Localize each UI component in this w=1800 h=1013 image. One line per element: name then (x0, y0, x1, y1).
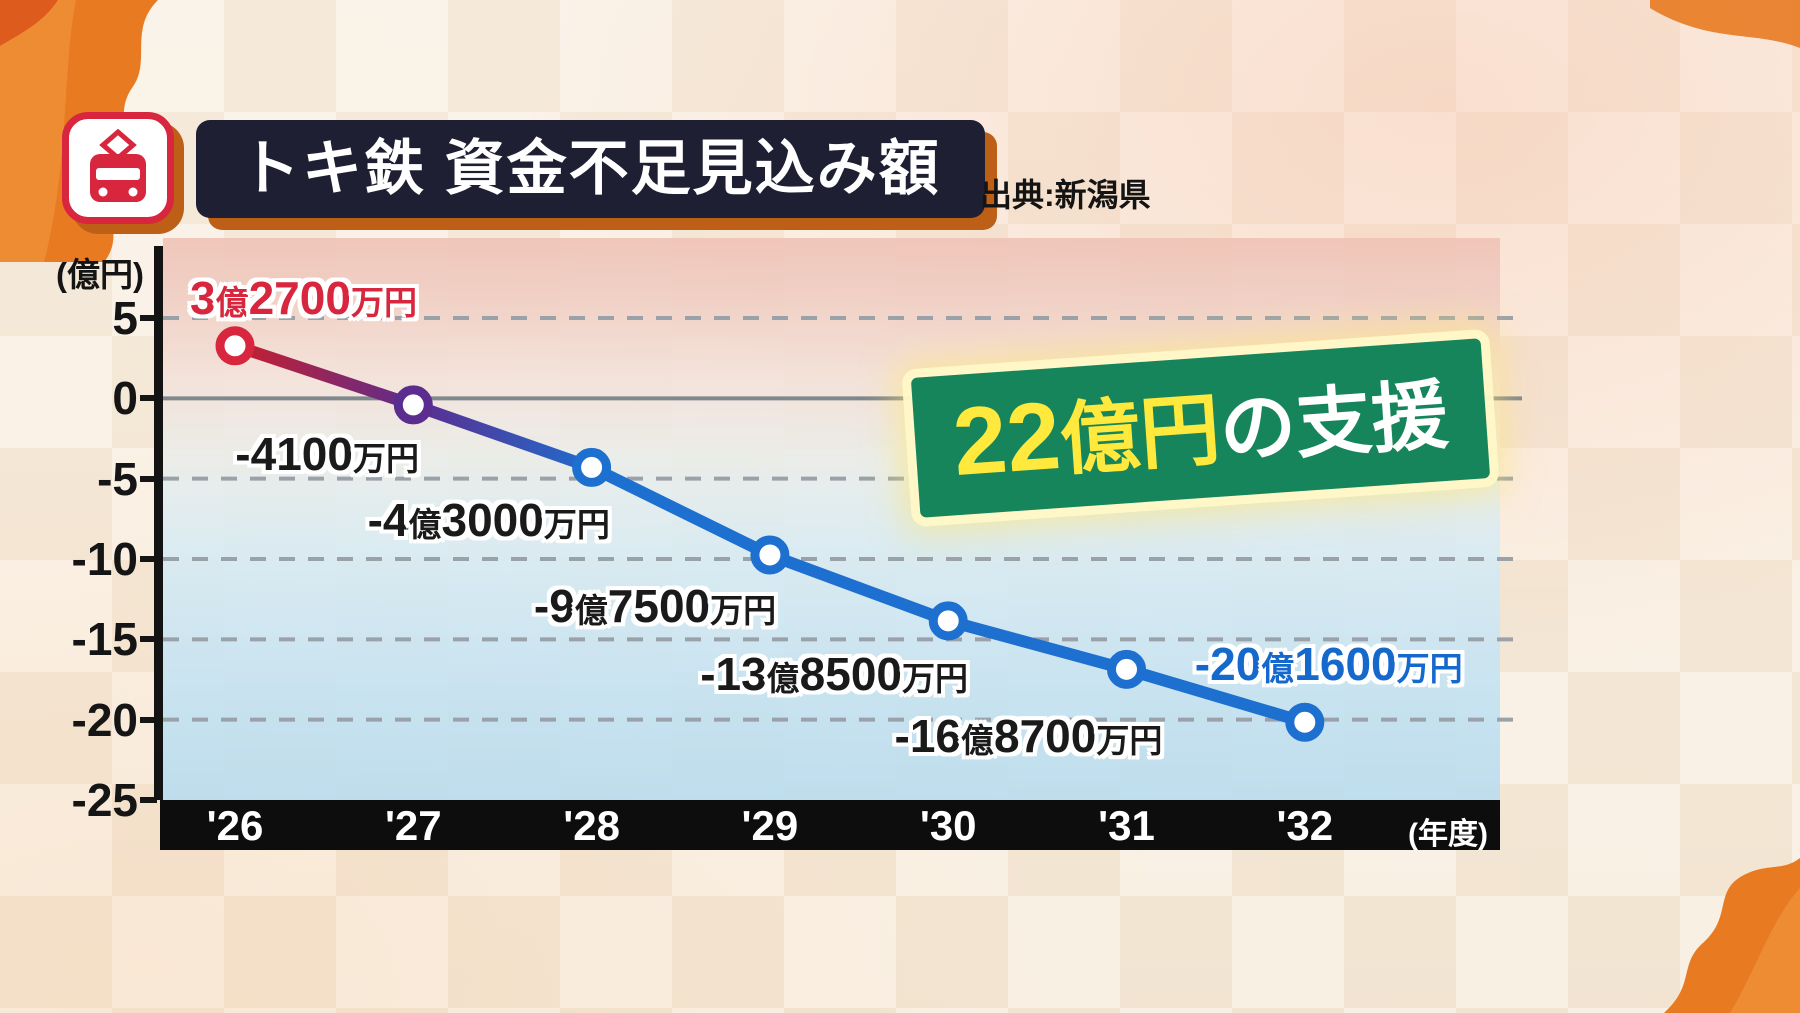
plot-area (163, 238, 1500, 800)
x-tick-label: '29 (741, 802, 799, 849)
data-point-30 (928, 601, 968, 641)
source-credit: 出典:新潟県 (980, 177, 1151, 213)
y-axis-line (154, 246, 163, 800)
x-tick-label: '27 (384, 802, 442, 849)
x-axis-unit-label: (年度) (1408, 818, 1488, 851)
data-point-28 (572, 447, 612, 487)
train-icon-glyph (90, 128, 146, 202)
x-tick-label: '30 (919, 802, 977, 849)
train-icon (62, 112, 174, 224)
data-point-31 (1107, 649, 1146, 689)
corner-decoration-bottom-right (1664, 858, 1800, 1013)
x-tick-label: '26 (206, 802, 264, 849)
annotation-number: 22 (949, 381, 1064, 497)
x-tick-label: '31 (1098, 802, 1155, 849)
annotation-unit: 億円 (1057, 384, 1224, 485)
x-axis-bar: (年度) '26 '27 '28 '29 '30 '31 '32 (160, 800, 1500, 851)
annotation-suffix: の支援 (1217, 372, 1451, 474)
y-axis-unit-label: (億円) (56, 256, 144, 293)
data-point-32 (1285, 702, 1325, 742)
x-tick-label: '32 (1276, 802, 1334, 849)
corner-decoration-top-right (1650, 0, 1800, 48)
title-banner: トキ鉄 資金不足見込み額 (196, 120, 985, 218)
data-point-26 (215, 326, 255, 366)
data-point-29 (750, 535, 790, 575)
page-title: トキ鉄 資金不足見込み額 (240, 135, 941, 202)
data-point-27 (393, 385, 433, 425)
x-tick-label: '28 (563, 802, 620, 849)
